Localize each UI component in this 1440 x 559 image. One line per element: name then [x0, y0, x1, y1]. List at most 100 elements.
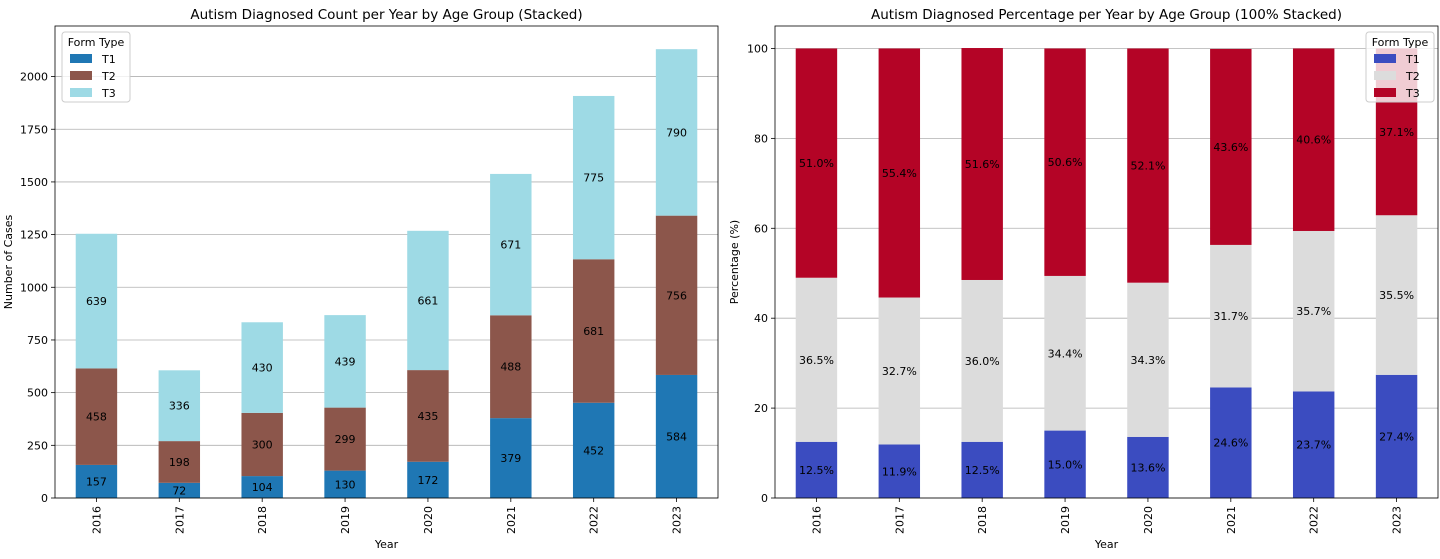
percent-chart-bar-t3 [1127, 48, 1169, 283]
count-chart-legend-title: Form Type [68, 36, 125, 49]
percent-chart-x-axis-label: Year [1094, 538, 1119, 551]
percent-chart-bar-t1 [795, 441, 838, 498]
count-chart-bar-label: 379 [500, 452, 521, 465]
count-chart-bar-t1 [407, 461, 449, 498]
count-chart-x-tick-label: 2019 [339, 506, 352, 534]
count-chart-bar-t1 [158, 482, 201, 498]
percent-chart-bar-label: 35.5% [1379, 289, 1414, 302]
percent-chart: 12.5% 36.5% 51.0% 2016 11.9% 32.7% 55.4% 2017 12… [728, 7, 1439, 551]
percent-chart-bar-label: 50.6% [1048, 156, 1083, 169]
count-chart-legend-swatch-t1 [70, 54, 92, 63]
count-chart-bar-t1 [241, 476, 283, 498]
count-chart-y-tick-label: 1500 [20, 176, 48, 189]
count-chart-y-tick-label: 250 [27, 439, 48, 452]
percent-chart-bar-label: 13.6% [1130, 461, 1165, 474]
percent-chart-bar-t2 [1210, 244, 1252, 388]
percent-chart-x-tick-label: 2022 [1308, 506, 1321, 534]
percent-chart-bar-label: 51.0% [799, 157, 834, 170]
percent-chart-bar-t3 [1044, 48, 1086, 276]
count-chart-bar-t2 [324, 407, 366, 471]
count-chart: 157 458 639 2016 72 198 336 2017 104 300 430 2018 13… [2, 7, 719, 551]
count-chart-y-tick-label: 500 [27, 387, 48, 400]
percent-chart-bar-label: 36.0% [965, 355, 1000, 368]
count-chart-bar-t3 [324, 315, 366, 408]
percent-chart-y-axis-label: Percentage (%) [728, 220, 741, 304]
percent-chart-legend-box [1365, 31, 1435, 103]
count-chart-bar-label: 435 [417, 410, 438, 423]
percent-chart-legend-swatch-t1 [1374, 54, 1396, 63]
percent-chart-bar-label: 37.1% [1379, 126, 1414, 139]
percent-chart-bar-t2 [1127, 282, 1169, 437]
percent-chart-bar-label: 31.7% [1213, 310, 1248, 323]
count-chart-bar-t3 [655, 49, 698, 216]
percent-chart-bar-label: 55.4% [882, 167, 917, 180]
percent-chart-bar-label: 12.5% [965, 464, 1000, 477]
count-chart-bar-label: 157 [86, 475, 107, 488]
percent-chart-bar-label: 15.0% [1048, 458, 1083, 471]
percent-chart-bar-t1 [1127, 436, 1169, 498]
count-chart-legend-label: T3 [101, 87, 116, 100]
percent-chart-y-tick-label: 100 [747, 42, 768, 55]
percent-chart-legend-label: T2 [1405, 70, 1420, 83]
percent-chart-legend-swatch-t2 [1374, 71, 1396, 80]
count-chart-bar-label: 790 [666, 126, 687, 139]
percent-chart-bar-label: 11.9% [882, 465, 917, 478]
count-chart-bar-label: 172 [417, 474, 438, 487]
count-chart-bar-t3 [241, 322, 283, 413]
percent-chart-bar-label: 43.6% [1213, 141, 1248, 154]
percent-chart-bar-label: 35.7% [1296, 305, 1331, 318]
count-chart-axes-frame [54, 25, 719, 499]
count-chart-bar-t3 [75, 233, 118, 369]
percent-chart-x-tick-label: 2021 [1225, 506, 1238, 534]
count-chart-bar-t2 [241, 412, 283, 477]
percent-chart-bar-t2 [795, 277, 838, 442]
count-chart-legend: Form Type T1 T2 T3 [61, 31, 131, 103]
percent-chart-bar-label: 40.6% [1296, 134, 1331, 147]
count-chart-bar-label: 584 [666, 430, 687, 443]
count-chart-bar-label: 639 [86, 295, 107, 308]
count-chart-bar-t1 [572, 402, 615, 498]
percent-chart-bar-t2 [1292, 230, 1335, 392]
count-chart-bar-label: 300 [252, 438, 273, 451]
count-chart-bar-label: 130 [335, 478, 356, 491]
percent-chart-bar-t3 [878, 48, 921, 298]
count-chart-bar-t1 [324, 470, 366, 498]
count-chart-bar-t1 [490, 418, 532, 498]
count-chart-bar-t2 [407, 370, 449, 462]
count-chart-bar-label: 299 [335, 433, 356, 446]
percent-chart-bar-t2 [878, 297, 921, 445]
count-chart-legend-label: T2 [101, 70, 116, 83]
percent-chart-bar-t3 [961, 48, 1003, 280]
percent-chart-x-tick-label: 2018 [976, 506, 989, 534]
count-chart-x-axis-label: Year [374, 538, 399, 551]
count-chart-bar-t2 [75, 368, 118, 465]
count-chart-y-tick-label: 1000 [20, 281, 48, 294]
count-chart-bar-t1 [75, 464, 118, 498]
percent-chart-x-tick-label: 2023 [1391, 506, 1404, 534]
count-chart-bar-label: 439 [335, 355, 356, 368]
count-chart-legend-label: T1 [101, 53, 116, 66]
count-chart-x-tick-label: 2017 [173, 506, 186, 534]
percent-chart-bar-label: 24.6% [1213, 437, 1248, 450]
percent-chart-bar-label: 12.5% [799, 464, 834, 477]
count-chart-bar-t3 [572, 95, 615, 260]
percent-chart-bar-label: 52.1% [1130, 160, 1165, 173]
percent-chart-bar-t1 [1044, 430, 1086, 498]
count-chart-bar-t2 [158, 441, 201, 483]
count-chart-y-axis-label: Number of Cases [2, 215, 15, 310]
count-chart-y-tick-label: 1750 [20, 123, 48, 136]
percent-chart-x-tick-label: 2016 [810, 506, 823, 534]
percent-chart-y-tick-label: 40 [754, 312, 768, 325]
count-chart-bar-label: 198 [169, 456, 190, 469]
percent-chart-bar-t3 [795, 48, 838, 278]
percent-chart-legend-label: T1 [1405, 53, 1420, 66]
count-chart-bar-label: 756 [666, 289, 687, 302]
count-chart-y-tick-label: 1250 [20, 229, 48, 242]
count-chart-bar-t1 [655, 374, 698, 498]
percent-chart-legend-swatch-t3 [1374, 88, 1396, 97]
count-chart-y-tick-label: 2000 [20, 71, 48, 84]
count-chart-legend-swatch-t2 [70, 71, 92, 80]
percent-chart-bar-t2 [1375, 215, 1418, 375]
percent-chart-x-tick-label: 2019 [1059, 506, 1072, 534]
